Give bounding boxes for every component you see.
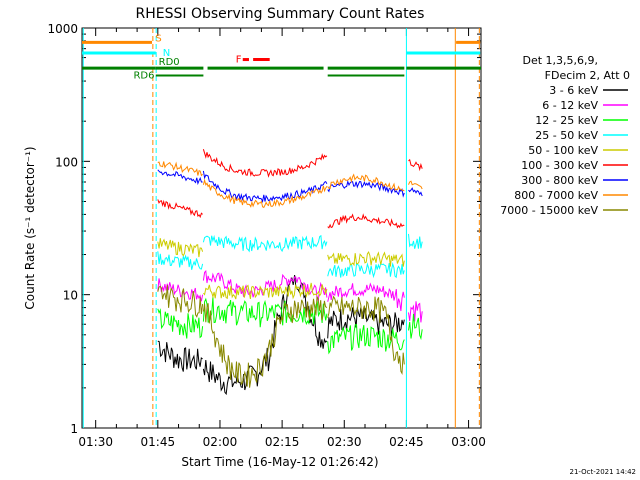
x-tick-label: 01:45 [141, 435, 176, 449]
series-line [202, 178, 328, 209]
series-line [157, 238, 204, 258]
series-line [202, 149, 328, 178]
series-line [408, 180, 423, 190]
x-tick-label: 02:45 [389, 435, 424, 449]
y-tick-label: 10 [63, 289, 78, 303]
series-line [408, 301, 423, 323]
legend-label: 25 - 50 keV [535, 129, 598, 142]
series-line [202, 234, 328, 253]
y-tick-label: 100 [55, 155, 78, 169]
series-line [203, 282, 328, 300]
legend-label: 6 - 12 keV [542, 99, 598, 112]
x-tick-label: 02:30 [327, 435, 362, 449]
series-line [327, 179, 405, 198]
series-line [202, 296, 328, 388]
series-line [157, 285, 204, 318]
series-line [327, 295, 405, 376]
x-axis-label: Start Time (16-May-12 01:26:42) [181, 455, 378, 469]
legend-label: 300 - 800 keV [521, 174, 598, 187]
generation-timestamp: 21-Oct-2021 14:42 [570, 468, 636, 476]
series-line [327, 251, 405, 267]
legend-label: 100 - 300 keV [521, 159, 598, 172]
series-line [327, 282, 405, 312]
x-tick-label: 01:30 [78, 435, 113, 449]
rd6-label: RD6 [133, 71, 154, 82]
x-tick-label: 03:00 [451, 435, 486, 449]
series-line [327, 262, 405, 279]
legend-label: 12 - 25 keV [535, 114, 598, 127]
y-axis: 1 10 100 1000 [47, 22, 481, 436]
series-lines [95, 41, 481, 396]
x-axis: 01:30 01:45 02:00 02:15 02:30 02:45 03:00 [78, 28, 486, 449]
rd0-label: RD0 [159, 57, 180, 68]
series-line [157, 199, 203, 219]
series-line [327, 213, 405, 229]
series-line [202, 170, 328, 204]
y-axis-label: Count Rate (s⁻¹ detector⁻¹) [23, 146, 37, 309]
night-label: N [163, 48, 170, 59]
x-tick-label: 02:15 [265, 435, 300, 449]
series-line [157, 340, 203, 372]
y-tick-label: 1000 [47, 22, 78, 36]
series-line [202, 296, 328, 328]
legend-label: 800 - 7000 keV [514, 189, 598, 202]
legend-header-line-1: Det 1,3,5,6,9, [522, 54, 598, 67]
plot-frame [81, 27, 482, 429]
series-line [408, 233, 423, 249]
legend-label: 3 - 6 keV [549, 84, 598, 97]
series-line [408, 187, 423, 197]
series-line [157, 251, 204, 270]
chart-title: RHESSI Observing Summary Count Rates [136, 6, 425, 22]
series-line [157, 308, 204, 339]
series-line [327, 173, 405, 192]
legend-header-line-2: FDecim 2, Att 0 [545, 69, 630, 82]
series-line [157, 278, 204, 302]
series-line [157, 169, 203, 186]
x-tick-label: 02:00 [203, 435, 238, 449]
flare-label: F [236, 55, 242, 66]
series-line [327, 323, 405, 355]
legend-label: 7000 - 15000 keV [500, 204, 598, 217]
series-line [408, 313, 423, 341]
series-line [157, 161, 203, 177]
y-tick-label: 1 [70, 422, 78, 436]
legend-label: 50 - 100 keV [528, 144, 598, 157]
saa-label: S [155, 33, 161, 44]
series-line [408, 158, 423, 172]
legend: 3 - 6 keV 6 - 12 keV 12 - 25 keV 25 - 50 ke… [500, 84, 628, 217]
vertical-markers [82, 28, 480, 428]
